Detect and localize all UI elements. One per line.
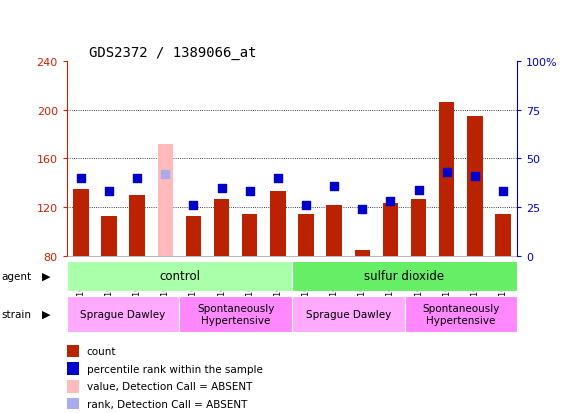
Bar <box>298 215 314 256</box>
Bar <box>439 103 454 256</box>
Bar <box>157 145 173 256</box>
Text: Sprague Dawley: Sprague Dawley <box>306 309 391 319</box>
Point <box>245 189 254 195</box>
Bar <box>214 199 229 256</box>
Text: Sprague Dawley: Sprague Dawley <box>81 309 166 319</box>
Point <box>161 171 170 178</box>
Text: value, Detection Call = ABSENT: value, Detection Call = ABSENT <box>87 382 252 392</box>
Text: GDS2372 / 1389066_at: GDS2372 / 1389066_at <box>89 45 257 59</box>
Bar <box>67 261 292 291</box>
Bar <box>495 215 511 256</box>
Bar <box>411 199 426 256</box>
Bar <box>180 296 292 332</box>
Text: sulfur dioxide: sulfur dioxide <box>364 270 444 283</box>
Point <box>189 202 198 209</box>
Point <box>414 187 423 193</box>
Bar <box>67 398 79 410</box>
Bar <box>404 296 517 332</box>
Text: count: count <box>87 347 116 356</box>
Bar <box>270 192 286 256</box>
Point <box>273 175 282 182</box>
Point <box>105 189 114 195</box>
Bar <box>67 363 79 375</box>
Text: Spontaneously
Hypertensive: Spontaneously Hypertensive <box>197 304 274 325</box>
Text: Spontaneously
Hypertensive: Spontaneously Hypertensive <box>422 304 500 325</box>
Bar <box>67 296 180 332</box>
Text: strain: strain <box>1 309 31 319</box>
Bar <box>383 204 398 256</box>
Text: agent: agent <box>1 271 31 281</box>
Bar <box>73 189 89 256</box>
Bar <box>327 205 342 256</box>
Point <box>76 175 85 182</box>
Text: percentile rank within the sample: percentile rank within the sample <box>87 364 263 374</box>
Bar <box>67 345 79 358</box>
Text: rank, Detection Call = ABSENT: rank, Detection Call = ABSENT <box>87 399 247 409</box>
Text: ▶: ▶ <box>42 271 51 281</box>
Point <box>386 198 395 205</box>
Point <box>217 185 226 192</box>
Bar <box>67 380 79 393</box>
Point <box>498 189 508 195</box>
Point <box>302 202 311 209</box>
Bar <box>130 195 145 256</box>
Bar <box>292 296 404 332</box>
Bar <box>292 261 517 291</box>
Point <box>358 206 367 213</box>
Point <box>442 169 451 176</box>
Bar <box>354 250 370 256</box>
Bar <box>186 216 201 256</box>
Bar <box>101 216 117 256</box>
Point <box>132 175 142 182</box>
Text: control: control <box>159 270 200 283</box>
Text: ▶: ▶ <box>42 309 51 319</box>
Bar <box>467 116 483 256</box>
Bar <box>242 215 257 256</box>
Point <box>470 173 479 180</box>
Point <box>329 183 339 190</box>
